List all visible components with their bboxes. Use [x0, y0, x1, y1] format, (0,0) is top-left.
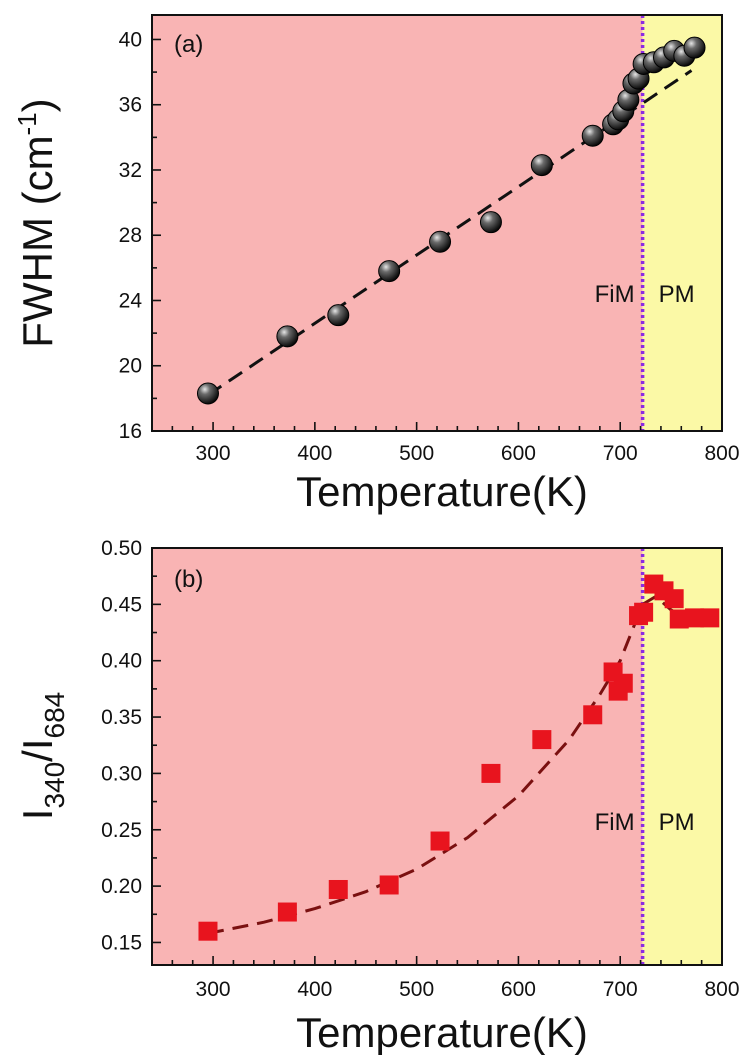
data-point: [683, 36, 706, 59]
x-tick-label: 300: [196, 978, 231, 1001]
y-axis-title-sup: -1: [12, 112, 42, 135]
x-tick-label: 400: [297, 442, 332, 465]
fim-region: [152, 15, 643, 431]
y-axis-title-sub2: 684: [39, 692, 70, 739]
x-axis-title: Temperature(K): [296, 468, 588, 515]
y-tick-label: 0.15: [101, 931, 142, 954]
y-tick-label: 0.35: [101, 706, 142, 729]
y-axis-title-main: FWHM (cm: [14, 135, 61, 347]
y-tick-label: 0.40: [101, 650, 142, 673]
y-tick-label: 16: [119, 420, 142, 443]
x-tick-label: 800: [704, 978, 739, 1001]
data-point: [669, 609, 689, 629]
y-axis-title-main: I: [14, 809, 61, 821]
x-tick-label: 400: [297, 978, 332, 1001]
fim-label: FiM: [595, 809, 635, 836]
data-point: [430, 831, 450, 851]
data-point: [532, 730, 552, 750]
pm-label: PM: [659, 281, 695, 308]
data-point: [583, 705, 603, 725]
x-tick-label: 800: [704, 442, 739, 465]
y-axis-title-mid: /I: [14, 738, 61, 761]
x-tick-label: 300: [196, 442, 231, 465]
y-tick-label: 40: [119, 28, 142, 51]
y-tick-label: 32: [119, 159, 142, 182]
data-point: [378, 260, 401, 283]
data-point: [277, 902, 297, 922]
data-point: [664, 589, 684, 609]
x-tick-label: 600: [501, 442, 536, 465]
data-point: [700, 608, 720, 628]
y-tick-label: 36: [119, 94, 142, 117]
pm-region: [642, 15, 722, 431]
y-axis-title: FWHM (cm-1): [12, 98, 61, 347]
y-axis-title-sub1: 340: [39, 762, 70, 809]
data-point: [276, 325, 299, 348]
x-tick-label: 700: [603, 442, 638, 465]
panel-a: 300 400 500 600 700 800 16 20 24 28 32 36 40 (a) FiM PM…: [12, 14, 740, 515]
x-tick-label: 700: [603, 978, 638, 1001]
x-tick-label: 500: [399, 978, 434, 1001]
data-point: [198, 921, 218, 941]
y-tick-label: 0.25: [101, 819, 142, 842]
data-point: [581, 124, 604, 147]
y-tick-label: 28: [119, 224, 142, 247]
panel-label: (b): [174, 566, 203, 593]
data-point: [613, 673, 633, 693]
x-tick-label: 500: [399, 442, 434, 465]
data-point: [685, 608, 705, 628]
data-point: [481, 763, 501, 783]
y-tick-label: 24: [119, 289, 143, 312]
panel-label: (a): [174, 31, 203, 58]
y-axis-title: I340/I684: [14, 692, 70, 820]
data-point: [379, 875, 399, 895]
y-tick-label: 0.30: [101, 762, 142, 785]
x-tick-label: 600: [501, 978, 536, 1001]
data-point: [429, 230, 452, 253]
data-point: [634, 602, 654, 622]
y-tick-label: 0.45: [101, 593, 142, 616]
data-point: [328, 879, 348, 899]
pm-label: PM: [659, 809, 695, 836]
data-point: [196, 382, 219, 405]
data-point: [327, 304, 350, 327]
y-tick-label: 0.20: [101, 875, 142, 898]
y-tick-label: 20: [119, 355, 142, 378]
y-tick-label: 0.50: [101, 537, 142, 560]
fim-label: FiM: [595, 281, 635, 308]
x-axis-title: Temperature(K): [296, 1009, 588, 1055]
panel-b: 300 400 500 600 700 800 0.15 0.20 0.25 0.30 0.35 0.…: [14, 537, 740, 1055]
fim-region: [152, 548, 643, 965]
data-point: [479, 211, 502, 234]
y-axis-title-tail: ): [14, 98, 61, 112]
data-point: [530, 154, 553, 177]
